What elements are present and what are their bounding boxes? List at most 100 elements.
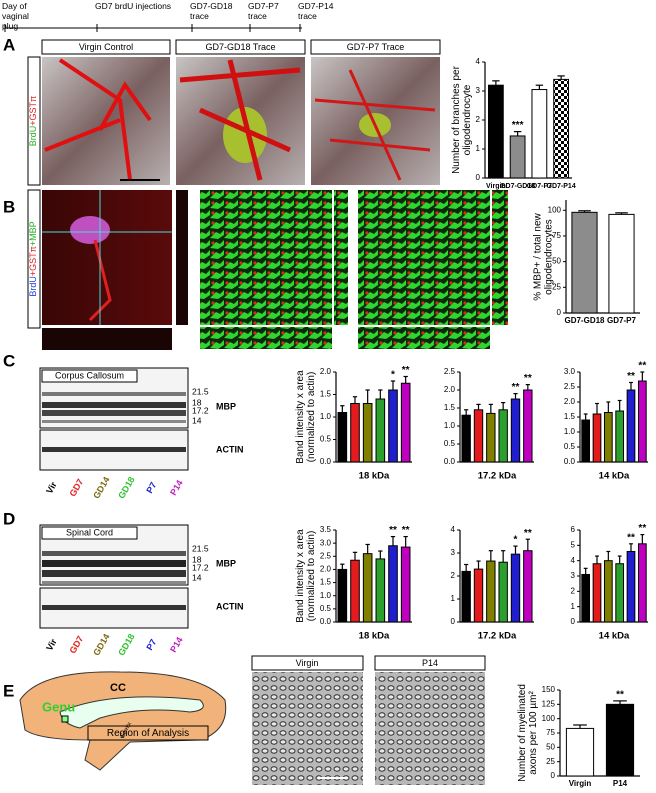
lane-label: Vir — [44, 480, 59, 496]
panel-letter: C — [3, 351, 15, 370]
bar — [400, 382, 411, 463]
bar — [473, 568, 484, 623]
y-tick-label: 2.5 — [444, 367, 456, 376]
x-tick-label: GD7-GD18 — [564, 316, 605, 325]
y-tick-label: 3 — [571, 571, 576, 580]
x-tick-label: GD7-P14 — [547, 183, 576, 190]
marker-label: 14 — [192, 572, 202, 582]
stain-part: +MBP — [28, 221, 38, 246]
x-tick-label: GD7-P7 — [607, 316, 636, 325]
blot-d — [39, 524, 189, 629]
bar — [461, 570, 471, 623]
corpus-callosum — [59, 696, 204, 729]
bar — [523, 550, 533, 623]
lane-label: P7 — [144, 480, 158, 495]
bar — [375, 398, 386, 463]
stain-part: +GSTπ — [28, 96, 38, 126]
y-tick-label: 0 — [571, 617, 576, 626]
y-tick-label: 125 — [542, 699, 556, 708]
y-tick-label: 2 — [451, 571, 456, 580]
bar — [388, 389, 398, 463]
marker-label: 14 — [192, 415, 202, 425]
panel-letter: D — [3, 509, 15, 528]
significance: ** — [524, 528, 532, 539]
y-tick-label: 3 — [451, 548, 456, 557]
y-tick-label: 0 — [476, 173, 481, 182]
marker-label: 21.5 — [192, 386, 209, 396]
stain-part: +GSTπ — [28, 246, 38, 276]
blot-title: Spinal Cord — [66, 527, 113, 537]
y-tick-label: 100 — [542, 714, 556, 723]
x-label: 18 kDa — [359, 471, 390, 482]
bar — [486, 412, 496, 463]
region-box — [87, 725, 209, 741]
bar — [337, 568, 348, 623]
cell-body — [70, 216, 110, 244]
x-tick-label: Virgin — [486, 183, 506, 190]
bar — [592, 413, 602, 463]
blot-title: Corpus Callosum — [55, 370, 124, 380]
y-tick-label: 2.5 — [564, 382, 576, 391]
bar — [608, 213, 635, 314]
x-tick-label: Virgin — [569, 779, 592, 788]
lane-label: P7 — [144, 637, 158, 652]
bar — [337, 412, 348, 463]
y-tick-label: 75 — [546, 728, 555, 737]
blot-c — [39, 367, 189, 471]
cell-process — [44, 58, 152, 181]
bar — [592, 563, 602, 623]
significance: ** — [638, 523, 646, 534]
lane-label: GD14 — [91, 475, 111, 500]
significance: * — [391, 370, 395, 381]
bar — [531, 89, 548, 179]
micrograph-strip — [200, 327, 332, 349]
region-label: CC — [110, 682, 126, 694]
y-tick-label: 3.0 — [320, 538, 332, 547]
y-tick-label: 0.5 — [444, 439, 456, 448]
image-label: GD7-GD18 Trace — [205, 42, 275, 52]
bar — [637, 543, 647, 623]
bar — [603, 412, 613, 463]
cell-process — [314, 69, 436, 181]
y-tick-label: 2 — [476, 115, 481, 124]
y-label: Number of myelinated axons per 100 µm² — [517, 684, 539, 782]
significance: ** — [616, 690, 624, 701]
y-tick-label: 2.0 — [320, 367, 332, 376]
lane-label: GD7 — [67, 477, 85, 498]
timeline-label: GD7-P7 trace — [248, 1, 279, 21]
marker-label: 17.2 — [192, 405, 209, 415]
bar — [615, 563, 625, 623]
panel-letter: E — [3, 681, 14, 700]
y-tick-label: 2.0 — [444, 385, 456, 394]
bar — [615, 410, 625, 463]
y-label: % MBP+ / total new oligodendrocytes — [532, 212, 554, 301]
protein-label: MBP — [216, 558, 236, 568]
y-tick-label: 2.0 — [320, 565, 332, 574]
y-tick-label: 3 — [476, 86, 481, 95]
marker-label: 18 — [192, 554, 202, 564]
region-label: Genu — [42, 699, 75, 714]
marker-label: 17.2 — [192, 562, 209, 572]
bar — [350, 559, 360, 623]
micrograph-strip — [358, 327, 490, 349]
y-tick-label: 2 — [571, 586, 576, 595]
y-tick-label: 2.0 — [564, 397, 576, 406]
significance: ** — [524, 373, 532, 384]
region-marker — [61, 715, 69, 723]
bar — [400, 546, 411, 623]
x-label: 17.2 kDa — [478, 471, 517, 482]
bar — [626, 389, 636, 463]
y-tick-label: 0.5 — [320, 604, 332, 613]
bar — [637, 380, 647, 463]
timeline-label: Day of vaginal plug — [2, 1, 29, 31]
image-label: Virgin — [296, 658, 319, 668]
y-tick-label: 1.5 — [320, 578, 332, 587]
timeline-label: GD7-P14 trace — [298, 1, 334, 21]
bar — [375, 558, 386, 623]
y-tick-label: 1.0 — [320, 412, 332, 421]
y-label: Band intensity x area (normalized to act… — [295, 529, 317, 623]
bar — [350, 403, 360, 463]
micrograph-strip — [42, 328, 172, 350]
y-tick-label: 50 — [546, 742, 555, 751]
bar — [581, 419, 591, 463]
